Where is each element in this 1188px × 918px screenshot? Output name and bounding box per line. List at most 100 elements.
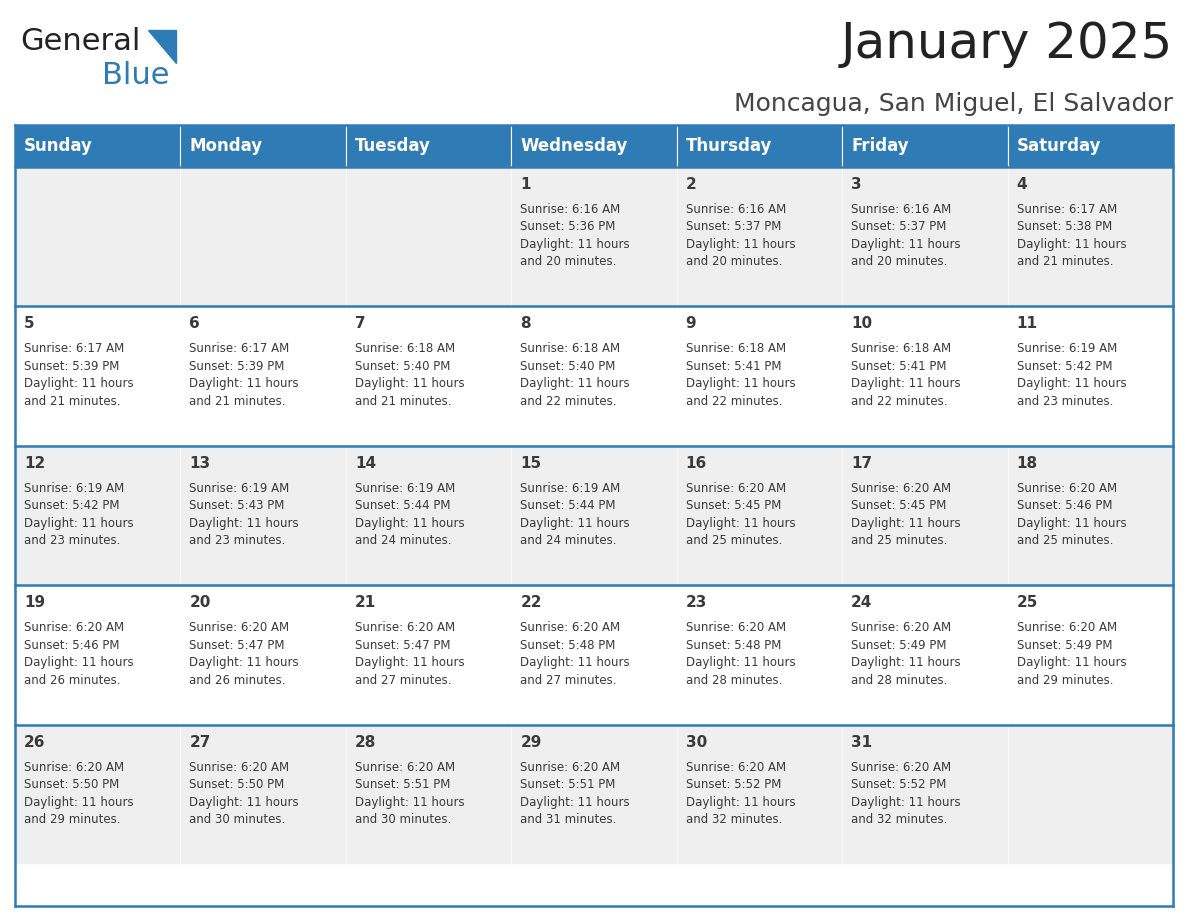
Bar [511,125,677,167]
Bar [511,307,677,446]
Text: and 22 minutes.: and 22 minutes. [851,395,948,408]
Text: 8: 8 [520,317,531,331]
Text: Sunrise: 6:19 AM: Sunrise: 6:19 AM [355,482,455,495]
Bar [346,585,511,724]
Text: Sunset: 5:38 PM: Sunset: 5:38 PM [1017,220,1112,233]
Text: Sunrise: 6:20 AM: Sunrise: 6:20 AM [520,621,620,634]
Text: and 29 minutes.: and 29 minutes. [1017,674,1113,687]
Text: 29: 29 [520,734,542,750]
Text: Sunset: 5:41 PM: Sunset: 5:41 PM [851,360,947,373]
Text: Sunset: 5:47 PM: Sunset: 5:47 PM [189,639,285,652]
Text: Sunrise: 6:16 AM: Sunrise: 6:16 AM [520,203,620,216]
Text: Sunset: 5:51 PM: Sunset: 5:51 PM [355,778,450,791]
Text: Sunrise: 6:16 AM: Sunrise: 6:16 AM [851,203,952,216]
Text: 14: 14 [355,456,375,471]
Text: and 21 minutes.: and 21 minutes. [1017,255,1113,268]
Text: Daylight: 11 hours: Daylight: 11 hours [851,656,961,669]
Bar [346,446,511,585]
Text: 13: 13 [189,456,210,471]
Text: Sunrise: 6:16 AM: Sunrise: 6:16 AM [685,203,786,216]
Text: Sunset: 5:49 PM: Sunset: 5:49 PM [1017,639,1112,652]
Bar [346,125,511,167]
Text: Daylight: 11 hours: Daylight: 11 hours [851,517,961,530]
Text: Sunset: 5:37 PM: Sunset: 5:37 PM [851,220,947,233]
Bar [346,307,511,446]
Text: Sunset: 5:39 PM: Sunset: 5:39 PM [189,360,285,373]
Text: and 26 minutes.: and 26 minutes. [24,674,120,687]
Text: Sunrise: 6:20 AM: Sunrise: 6:20 AM [189,761,290,774]
Text: Sunset: 5:42 PM: Sunset: 5:42 PM [1017,360,1112,373]
Text: Sunrise: 6:17 AM: Sunrise: 6:17 AM [1017,203,1117,216]
Text: Daylight: 11 hours: Daylight: 11 hours [1017,656,1126,669]
Text: Sunrise: 6:18 AM: Sunrise: 6:18 AM [520,342,620,355]
Text: 3: 3 [851,177,861,192]
Text: and 22 minutes.: and 22 minutes. [520,395,617,408]
Bar [842,307,1007,446]
Bar [677,446,842,585]
Text: Sunrise: 6:20 AM: Sunrise: 6:20 AM [355,621,455,634]
Text: 31: 31 [851,734,872,750]
Text: Daylight: 11 hours: Daylight: 11 hours [355,796,465,809]
Bar [1007,446,1173,585]
Text: Sunset: 5:40 PM: Sunset: 5:40 PM [355,360,450,373]
Text: Daylight: 11 hours: Daylight: 11 hours [520,377,630,390]
Text: Sunrise: 6:19 AM: Sunrise: 6:19 AM [1017,342,1117,355]
Text: Sunset: 5:49 PM: Sunset: 5:49 PM [851,639,947,652]
Text: Sunset: 5:48 PM: Sunset: 5:48 PM [520,639,615,652]
Text: Daylight: 11 hours: Daylight: 11 hours [24,796,133,809]
Text: and 32 minutes.: and 32 minutes. [851,813,948,826]
Text: Sunset: 5:39 PM: Sunset: 5:39 PM [24,360,119,373]
Text: 24: 24 [851,595,872,610]
Bar [181,446,346,585]
Text: Daylight: 11 hours: Daylight: 11 hours [685,238,795,251]
Bar [15,585,181,724]
Text: Daylight: 11 hours: Daylight: 11 hours [520,238,630,251]
Text: Sunrise: 6:20 AM: Sunrise: 6:20 AM [1017,482,1117,495]
Text: Sunset: 5:40 PM: Sunset: 5:40 PM [520,360,615,373]
Text: Monday: Monday [189,137,263,155]
Text: and 21 minutes.: and 21 minutes. [189,395,286,408]
Text: 1: 1 [520,177,531,192]
Text: Sunset: 5:46 PM: Sunset: 5:46 PM [24,639,120,652]
Bar [15,446,181,585]
Text: Daylight: 11 hours: Daylight: 11 hours [24,517,133,530]
Bar [677,167,842,307]
Text: Sunset: 5:44 PM: Sunset: 5:44 PM [355,499,450,512]
Text: 9: 9 [685,317,696,331]
Bar [842,167,1007,307]
Text: Daylight: 11 hours: Daylight: 11 hours [189,517,299,530]
Text: Sunset: 5:47 PM: Sunset: 5:47 PM [355,639,450,652]
Text: 5: 5 [24,317,34,331]
Text: and 24 minutes.: and 24 minutes. [355,534,451,547]
Text: Sunrise: 6:19 AM: Sunrise: 6:19 AM [520,482,620,495]
Bar [15,125,181,167]
Text: Sunset: 5:50 PM: Sunset: 5:50 PM [189,778,285,791]
Text: Daylight: 11 hours: Daylight: 11 hours [355,517,465,530]
Text: 21: 21 [355,595,377,610]
Text: Daylight: 11 hours: Daylight: 11 hours [1017,238,1126,251]
Text: 22: 22 [520,595,542,610]
Text: and 20 minutes.: and 20 minutes. [685,255,782,268]
Text: and 23 minutes.: and 23 minutes. [24,534,120,547]
Bar [15,167,181,307]
Text: Daylight: 11 hours: Daylight: 11 hours [1017,517,1126,530]
Text: Sunset: 5:42 PM: Sunset: 5:42 PM [24,499,120,512]
Text: 18: 18 [1017,456,1037,471]
Text: Sunrise: 6:20 AM: Sunrise: 6:20 AM [24,761,124,774]
Text: Sunrise: 6:18 AM: Sunrise: 6:18 AM [685,342,785,355]
Text: Sunrise: 6:20 AM: Sunrise: 6:20 AM [355,761,455,774]
Text: and 31 minutes.: and 31 minutes. [520,813,617,826]
Text: Daylight: 11 hours: Daylight: 11 hours [520,656,630,669]
Text: Sunset: 5:44 PM: Sunset: 5:44 PM [520,499,615,512]
Text: Sunrise: 6:20 AM: Sunrise: 6:20 AM [520,761,620,774]
Text: 6: 6 [189,317,201,331]
Bar [15,307,181,446]
Text: Sunrise: 6:17 AM: Sunrise: 6:17 AM [189,342,290,355]
Text: Sunrise: 6:20 AM: Sunrise: 6:20 AM [685,761,785,774]
Text: and 23 minutes.: and 23 minutes. [189,534,286,547]
Text: 17: 17 [851,456,872,471]
Text: Friday: Friday [851,137,909,155]
Text: 23: 23 [685,595,707,610]
Text: Daylight: 11 hours: Daylight: 11 hours [685,517,795,530]
Text: and 29 minutes.: and 29 minutes. [24,813,120,826]
